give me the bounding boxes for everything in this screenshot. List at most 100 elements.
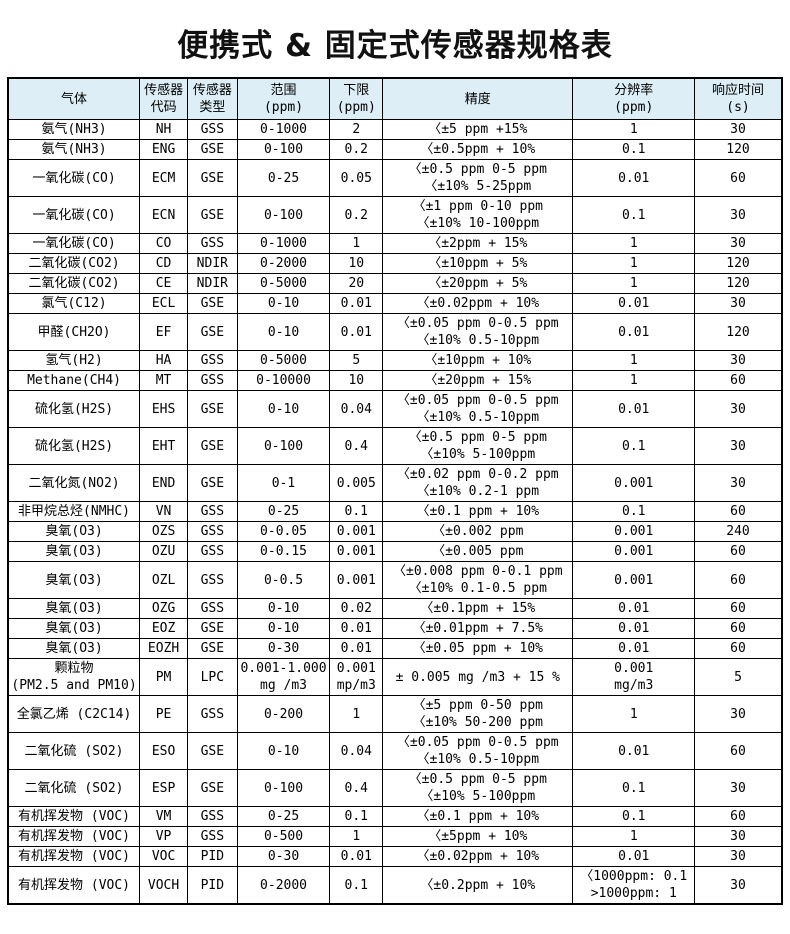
- cell-range-ppm: 0-0.15: [236, 541, 331, 562]
- cell-response-time-s: 60: [694, 541, 783, 562]
- cell-resolution-ppm: 1: [572, 695, 695, 733]
- cell-sensor-code: END: [139, 464, 189, 502]
- cell-response-time-s: 30: [694, 390, 783, 428]
- cell-accuracy: 〈±0.05 ppm 0-0.5 ppm 〈±10% 0.5-10ppm: [382, 313, 574, 351]
- cell-response-time-s: 120: [694, 313, 783, 351]
- cell-sensor-type: GSE: [187, 618, 238, 639]
- cell-sensor-type: NDIR: [187, 253, 238, 274]
- cell-gas: 一氧化碳(CO): [7, 196, 141, 234]
- cell-sensor-code: ECM: [139, 159, 189, 197]
- column-header-gas: 气体: [7, 77, 141, 120]
- cell-response-time-s: 60: [694, 806, 783, 827]
- cell-accuracy: 〈±0.05 ppm + 10%: [382, 638, 574, 659]
- cell-sensor-code: ENG: [139, 139, 189, 160]
- cell-sensor-type: GSE: [187, 313, 238, 351]
- cell-lower-limit-ppm: 0.01: [329, 846, 384, 867]
- cell-range-ppm: 0-10: [236, 390, 331, 428]
- cell-range-ppm: 0-25: [236, 159, 331, 197]
- cell-lower-limit-ppm: 0.001: [329, 521, 384, 542]
- cell-gas: 非甲烷总烃(NMHC): [7, 501, 141, 522]
- cell-sensor-code: OZL: [139, 561, 189, 599]
- cell-gas: Methane(CH4): [7, 370, 141, 391]
- table-row: 氯气(C12) ECL GSE 0-10 0.01 〈±0.02ppm + 10% 0.01…: [7, 293, 783, 314]
- cell-range-ppm: 0-10: [236, 313, 331, 351]
- cell-sensor-code: ECL: [139, 293, 189, 314]
- cell-lower-limit-ppm: 20: [329, 273, 384, 294]
- cell-accuracy: 〈±5ppm + 10%: [382, 826, 574, 847]
- cell-range-ppm: 0-100: [236, 769, 331, 807]
- cell-response-time-s: 60: [694, 501, 783, 522]
- table-row: 氨气(NH3) NH GSS 0-1000 2 〈±5 ppm +15% 1 30: [7, 119, 783, 140]
- cell-sensor-type: GSS: [187, 119, 238, 140]
- cell-range-ppm: 0-0.5: [236, 561, 331, 599]
- cell-gas: 臭氧(O3): [7, 541, 141, 562]
- cell-resolution-ppm: 0.1: [572, 806, 695, 827]
- cell-resolution-ppm: 0.01: [572, 598, 695, 619]
- cell-resolution-ppm: 1: [572, 273, 695, 294]
- cell-sensor-code: OZU: [139, 541, 189, 562]
- cell-response-time-s: 30: [694, 293, 783, 314]
- cell-accuracy: 〈±20ppm + 15%: [382, 370, 574, 391]
- cell-gas: 全氯乙烯 (C2C14): [7, 695, 141, 733]
- table-row: 臭氧(O3) EOZH GSE 0-30 0.01 〈±0.05 ppm + 10% 0.0…: [7, 638, 783, 659]
- cell-response-time-s: 5: [694, 658, 783, 696]
- cell-lower-limit-ppm: 0.1: [329, 806, 384, 827]
- cell-resolution-ppm: 1: [572, 253, 695, 274]
- cell-accuracy: 〈±0.1 ppm + 10%: [382, 806, 574, 827]
- cell-lower-limit-ppm: 0.001: [329, 541, 384, 562]
- cell-response-time-s: 60: [694, 370, 783, 391]
- cell-accuracy: 〈±10ppm + 10%: [382, 350, 574, 371]
- cell-accuracy: 〈±0.002 ppm: [382, 521, 574, 542]
- cell-lower-limit-ppm: 0.4: [329, 427, 384, 465]
- cell-sensor-type: GSE: [187, 732, 238, 770]
- cell-sensor-code: ECN: [139, 196, 189, 234]
- cell-sensor-type: GSS: [187, 826, 238, 847]
- cell-accuracy: 〈±0.5 ppm 0-5 ppm 〈±10% 5-25ppm: [382, 159, 574, 197]
- cell-range-ppm: 0-1000: [236, 233, 331, 254]
- cell-sensor-type: GSS: [187, 350, 238, 371]
- cell-gas: 颗粒物 (PM2.5 and PM10): [7, 658, 141, 696]
- table-row: 二氧化硫 (SO2) ESO GSE 0-10 0.04 〈±0.05 ppm 0-0.5…: [7, 732, 783, 770]
- table-row: 臭氧(O3) EOZ GSE 0-10 0.01 〈±0.01ppm + 7.5% 0.01…: [7, 618, 783, 639]
- cell-resolution-ppm: 1: [572, 370, 695, 391]
- cell-resolution-ppm: 0.1: [572, 769, 695, 807]
- cell-sensor-code: PM: [139, 658, 189, 696]
- cell-accuracy: 〈±5 ppm 0-50 ppm 〈±10% 50-200 ppm: [382, 695, 574, 733]
- cell-range-ppm: 0-30: [236, 846, 331, 867]
- cell-range-ppm: 0-2000: [236, 253, 331, 274]
- cell-sensor-code: EF: [139, 313, 189, 351]
- cell-gas: 硫化氢(H2S): [7, 390, 141, 428]
- table-row: 一氧化碳(CO) CO GSS 0-1000 1 〈±2ppm + 15% 1 30: [7, 233, 783, 254]
- cell-accuracy: 〈±0.05 ppm 0-0.5 ppm 〈±10% 0.5-10ppm: [382, 732, 574, 770]
- cell-gas: 有机挥发物 (VOC): [7, 806, 141, 827]
- cell-resolution-ppm: 0.001: [572, 521, 695, 542]
- cell-accuracy: 〈±0.02ppm + 10%: [382, 293, 574, 314]
- cell-sensor-code: NH: [139, 119, 189, 140]
- cell-accuracy: 〈±0.1ppm + 15%: [382, 598, 574, 619]
- cell-range-ppm: 0-100: [236, 196, 331, 234]
- cell-gas: 一氧化碳(CO): [7, 233, 141, 254]
- cell-sensor-code: VOC: [139, 846, 189, 867]
- cell-lower-limit-ppm: 0.005: [329, 464, 384, 502]
- cell-response-time-s: 30: [694, 464, 783, 502]
- cell-response-time-s: 30: [694, 866, 783, 905]
- cell-resolution-ppm: 0.1: [572, 501, 695, 522]
- cell-sensor-code: EHT: [139, 427, 189, 465]
- cell-range-ppm: 0-100: [236, 139, 331, 160]
- cell-lower-limit-ppm: 0.01: [329, 618, 384, 639]
- table-row: 氨气(NH3) ENG GSE 0-100 0.2 〈±0.5ppm + 10% 0.1 12…: [7, 139, 783, 160]
- header-row: 气体 传感器 代码 传感器 类型 范围 (ppm) 下限 (ppm) 精度 分辨率 (ppm…: [7, 77, 783, 120]
- cell-resolution-ppm: 0.01: [572, 159, 695, 197]
- cell-accuracy: 〈±2ppm + 15%: [382, 233, 574, 254]
- cell-response-time-s: 30: [694, 427, 783, 465]
- table-row: 有机挥发物 (VOC) VOC PID 0-30 0.01 〈±0.02ppm + 10%…: [7, 846, 783, 867]
- cell-lower-limit-ppm: 2: [329, 119, 384, 140]
- table-row: 甲醛(CH2O) EF GSE 0-10 0.01 〈±0.05 ppm 0-0.5 pp…: [7, 313, 783, 351]
- cell-response-time-s: 30: [694, 846, 783, 867]
- cell-accuracy: 〈±0.008 ppm 0-0.1 ppm 〈±10% 0.1-0.5 ppm: [382, 561, 574, 599]
- cell-resolution-ppm: 1: [572, 119, 695, 140]
- table-row: 一氧化碳(CO) ECM GSE 0-25 0.05 〈±0.5 ppm 0-5 ppm …: [7, 159, 783, 197]
- cell-sensor-code: ESO: [139, 732, 189, 770]
- table-row: 臭氧(O3) OZL GSS 0-0.5 0.001 〈±0.008 ppm 0-0.1 …: [7, 561, 783, 599]
- cell-lower-limit-ppm: 0.01: [329, 293, 384, 314]
